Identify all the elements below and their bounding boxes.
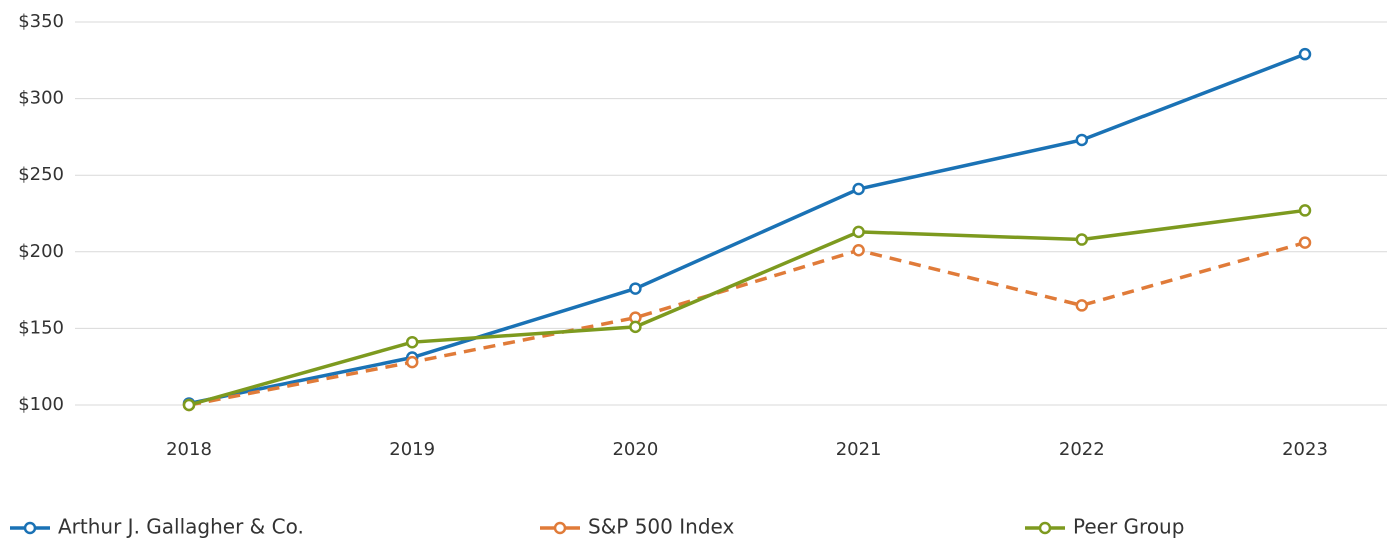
x-tick-label: 2020 [612,439,658,460]
legend-label: S&P 500 Index [588,515,734,539]
point-marker [1298,47,1312,61]
point-marker [405,335,419,349]
x-tick-label: 2021 [836,439,882,460]
y-tick-label: $200 [18,241,64,262]
point-marker [852,244,865,257]
x-tick-label: 2019 [389,439,435,460]
point-marker [1075,133,1089,147]
y-tick-label: $300 [18,88,64,109]
x-tick-label: 2023 [1282,439,1328,460]
x-tick-label: 2018 [166,439,212,460]
x-tick-label: 2022 [1059,439,1105,460]
point-marker [852,225,865,239]
y-tick-label: $250 [18,164,64,185]
legend-marker [23,521,37,535]
point-marker [405,355,419,369]
series-line [188,208,1306,407]
legend-marker [553,521,567,535]
legend-label: Arthur J. Gallagher & Co. [58,515,304,539]
y-tick-label: $350 [18,11,64,32]
point-marker [1298,236,1312,249]
y-tick-label: $150 [18,317,64,338]
point-marker [852,182,865,196]
point-marker [1075,233,1089,246]
y-tick-label: $100 [18,394,64,415]
point-marker [1075,299,1089,312]
point-marker [629,282,642,295]
series-line [188,52,1306,406]
legend-label: Peer Group [1073,515,1184,539]
point-marker [182,398,196,412]
series-line [188,240,1306,407]
point-marker [1298,204,1312,217]
point-marker [629,320,642,334]
legend-marker [1038,521,1052,535]
